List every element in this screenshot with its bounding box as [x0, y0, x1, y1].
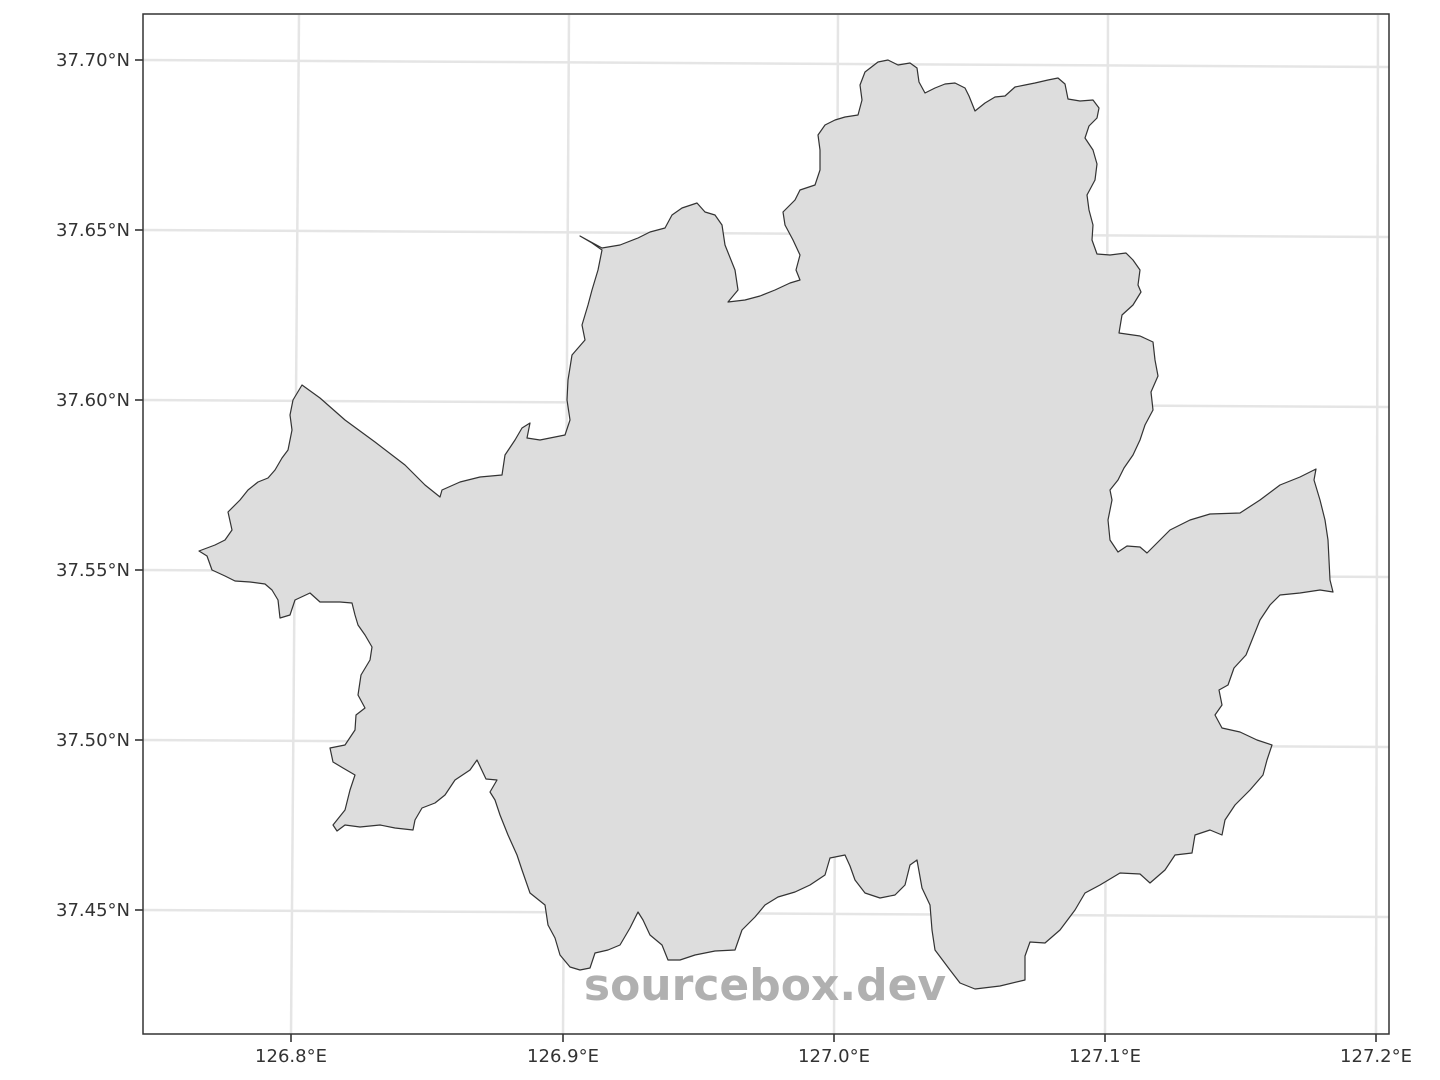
x-tick-label: 127.0°E	[798, 1046, 870, 1067]
y-tick-label: 37.70°N	[56, 50, 130, 71]
y-tick-label: 37.45°N	[56, 900, 130, 921]
y-tick-label: 37.50°N	[56, 730, 130, 751]
x-tick-label: 127.2°E	[1340, 1046, 1412, 1067]
watermark-text: sourcebox.dev	[584, 960, 947, 1011]
y-tick-label: 37.55°N	[56, 560, 130, 581]
y-tick-label: 37.65°N	[56, 220, 130, 241]
gridline-lon-1272	[1374, 14, 1380, 1035]
x-axis: 126.8°E 126.9°E 127.0°E 127.1°E 127.2°E	[255, 1034, 1412, 1067]
y-axis: 37.70°N 37.65°N 37.60°N 37.55°N 37.50°N …	[56, 50, 143, 921]
x-tick-label: 127.1°E	[1069, 1046, 1141, 1067]
plot-panel-border	[142, 13, 1390, 1035]
seoul-boundary	[198, 59, 1334, 990]
gridline-lat-3770	[142, 58, 1390, 69]
x-tick-label: 126.9°E	[527, 1046, 599, 1067]
gridline-lat-3745	[142, 908, 1390, 919]
x-tick-label: 126.8°E	[255, 1046, 327, 1067]
gridline-lat-3765	[142, 228, 1390, 239]
y-tick-label: 37.60°N	[56, 390, 130, 411]
